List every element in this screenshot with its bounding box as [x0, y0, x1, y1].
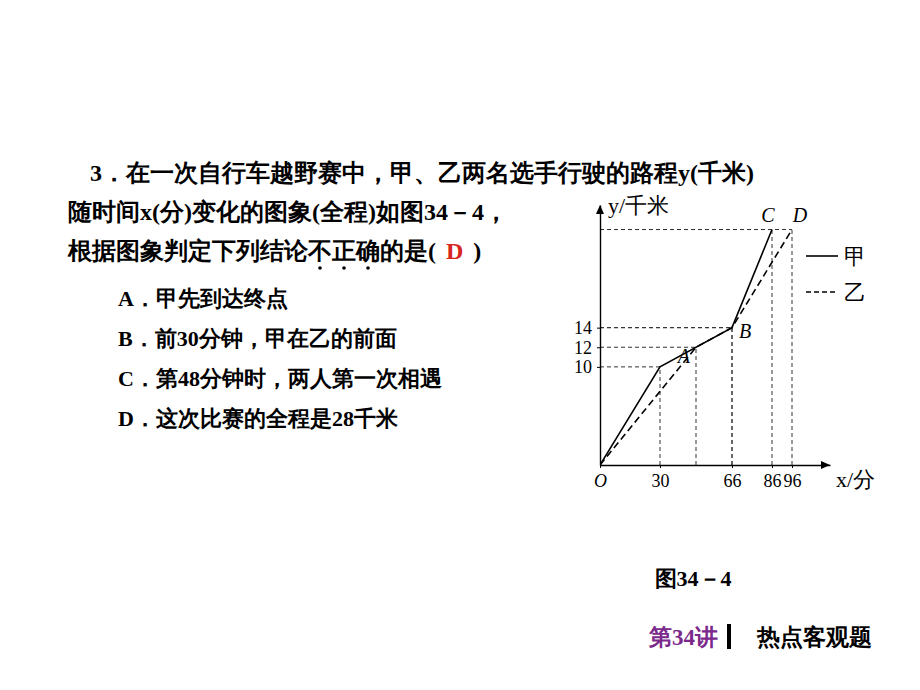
guide-vertical	[792, 230, 793, 465]
x-axis-arrow	[821, 461, 830, 469]
question-line: 随时间x(分)变化的图象(全程)如图34－4，	[68, 199, 508, 225]
guide-vertical	[732, 328, 733, 465]
guide-horizontal	[600, 229, 792, 230]
y-tick-mark	[597, 328, 600, 329]
plot-area	[600, 230, 792, 465]
question-part: 不正确	[307, 238, 380, 264]
y-axis-arrow	[596, 205, 604, 214]
y-tick-label: 14	[574, 318, 592, 338]
question-part: 的是(	[380, 238, 436, 264]
y-tick: 12	[574, 338, 600, 358]
x-tick: 30	[652, 465, 670, 491]
x-tick: 96	[784, 465, 802, 491]
guide-horizontal	[600, 327, 732, 328]
legend-swatch	[806, 291, 838, 293]
footer-topic: 热点客观题	[756, 624, 872, 650]
question-part: )	[473, 238, 481, 264]
y-tick: 14	[574, 318, 600, 338]
point-label: C	[761, 204, 775, 226]
guide-vertical	[696, 347, 697, 465]
x-tick-mark	[732, 465, 733, 468]
question-part: 根据图象判定下列结论	[67, 238, 309, 264]
x-tick: 66	[724, 465, 742, 491]
footer: 第34讲 热点客观题	[648, 624, 872, 650]
footer-lesson: 第34讲	[648, 625, 718, 650]
x-tick-label: 66	[724, 471, 742, 491]
legend-swatch	[806, 255, 838, 257]
guide-lines	[600, 230, 792, 465]
option: A．甲先到达终点	[118, 286, 288, 311]
option: B．前30分钟，甲在乙的前面	[118, 326, 397, 351]
x-tick: O	[594, 465, 607, 491]
x-tick: 86	[764, 465, 782, 491]
y-tick-label: 12	[574, 338, 592, 358]
emphasis-dot	[318, 266, 322, 270]
legend: 甲乙	[806, 244, 866, 305]
guide-horizontal	[600, 327, 732, 328]
x-tick-label: 86	[764, 471, 782, 491]
point-label: D	[792, 204, 808, 226]
x-tick-label: 30	[652, 471, 670, 491]
x-axis: O 30 66 8696	[594, 465, 831, 491]
series-line	[600, 230, 772, 465]
emphasis-dot	[342, 266, 346, 270]
chart: O 30 66 8696 101214 y/千米 x/分 A B CD 甲乙	[574, 193, 875, 492]
guide-horizontal	[600, 366, 660, 367]
point-label: A	[676, 345, 691, 367]
y-tick: 10	[574, 357, 600, 377]
caption: 图34－4	[655, 566, 732, 591]
emphasis-dot	[366, 266, 370, 270]
x-axis-line	[601, 465, 831, 466]
question-part: D	[446, 238, 463, 264]
question-line: 3．在一次自行车越野赛中，甲、乙两名选手行驶的路程y(千米)	[90, 160, 754, 186]
legend-label: 乙	[844, 280, 866, 305]
guide-vertical	[772, 230, 773, 465]
y-tick-mark	[597, 347, 600, 348]
y-axis: 101214	[574, 206, 601, 466]
question: 3．在一次自行车越野赛中，甲、乙两名选手行驶的路程y(千米) 随时间x(分)变化的…	[67, 160, 754, 270]
background	[0, 0, 920, 690]
x-tick-mark	[660, 465, 661, 468]
point-label: B	[739, 320, 751, 342]
y-axis-line	[600, 206, 601, 466]
option: C．第48分钟时，两人第一次相遇	[118, 366, 442, 391]
y-tick-label: 10	[574, 357, 592, 377]
guide-vertical	[732, 328, 733, 465]
legend-label: 甲	[844, 244, 866, 269]
x-tick-label: 96	[784, 471, 802, 491]
x-tick-label: O	[594, 471, 607, 491]
footer-divider	[727, 624, 731, 649]
y-tick-mark	[597, 367, 600, 368]
x-tick-mark	[772, 465, 773, 468]
series-line	[600, 230, 792, 465]
x-tick-mark	[792, 465, 793, 468]
x-axis-title: x/分	[836, 467, 875, 492]
slide: 3．在一次自行车越野赛中，甲、乙两名选手行驶的路程y(千米) 随时间x(分)变化的…	[0, 0, 920, 690]
y-axis-title: y/千米	[608, 193, 669, 218]
option: D．这次比赛的全程是28千米	[118, 406, 399, 431]
guide-vertical	[660, 367, 661, 465]
